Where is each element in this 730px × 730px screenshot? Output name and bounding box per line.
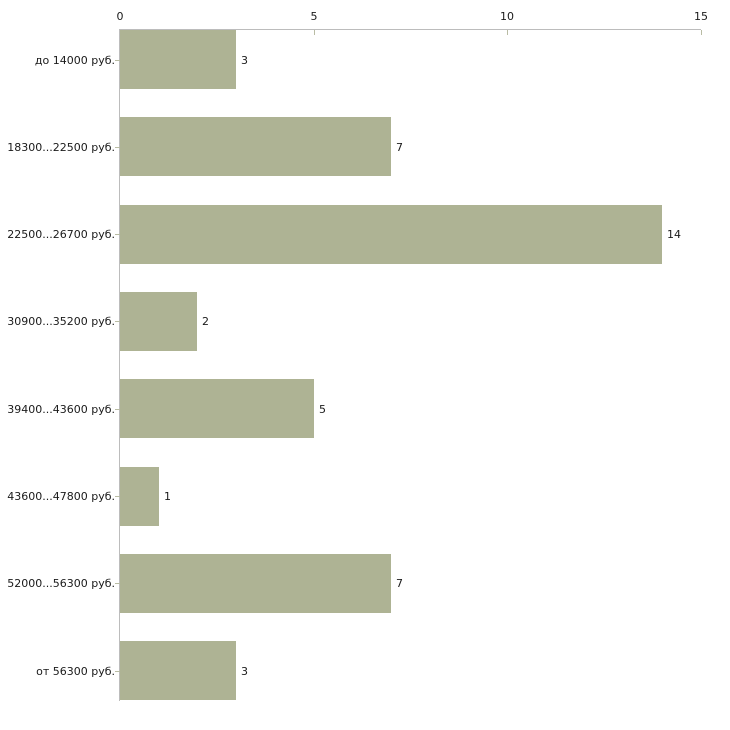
bar-value-label: 2 xyxy=(202,315,209,328)
x-axis-tick-label: 0 xyxy=(116,10,124,23)
category-label: 18300...22500 руб. xyxy=(7,141,115,154)
category-label: до 14000 руб. xyxy=(34,54,115,67)
x-axis-tick xyxy=(701,30,702,35)
bar xyxy=(120,30,236,89)
bar xyxy=(120,292,197,351)
bar xyxy=(120,467,159,526)
y-axis-tick xyxy=(115,671,120,672)
y-axis-tick xyxy=(115,60,120,61)
bar-value-label: 5 xyxy=(319,403,326,416)
x-axis-tick-label: 10 xyxy=(500,10,514,23)
x-axis-tick xyxy=(314,30,315,35)
bar-value-label: 7 xyxy=(396,577,403,590)
x-axis-tick-label: 5 xyxy=(310,10,318,23)
bar xyxy=(120,554,391,613)
category-label: 52000...56300 руб. xyxy=(7,577,115,590)
category-label: от 56300 руб. xyxy=(36,665,115,678)
y-axis-tick xyxy=(115,147,120,148)
category-label: 30900...35200 руб. xyxy=(7,315,115,328)
bar-value-label: 3 xyxy=(241,54,248,67)
y-axis-tick xyxy=(115,234,120,235)
bar-value-label: 7 xyxy=(396,141,403,154)
category-label: 22500...26700 руб. xyxy=(7,228,115,241)
bar-value-label: 3 xyxy=(241,665,248,678)
bar xyxy=(120,379,314,438)
x-axis-line xyxy=(120,29,701,30)
bar-value-label: 14 xyxy=(667,228,681,241)
bar xyxy=(120,641,236,700)
bar-value-label: 1 xyxy=(164,490,171,503)
y-axis-tick xyxy=(115,321,120,322)
category-label: 43600...47800 руб. xyxy=(7,490,115,503)
y-axis-tick xyxy=(115,496,120,497)
bar xyxy=(120,117,391,176)
y-axis-line xyxy=(119,29,120,701)
x-axis-tick-label: 15 xyxy=(694,10,708,23)
y-axis-tick xyxy=(115,583,120,584)
bar xyxy=(120,205,662,264)
x-axis-tick xyxy=(507,30,508,35)
category-label: 39400...43600 руб. xyxy=(7,403,115,416)
y-axis-tick xyxy=(115,409,120,410)
